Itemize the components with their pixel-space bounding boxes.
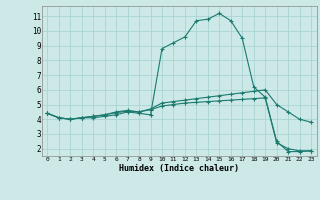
X-axis label: Humidex (Indice chaleur): Humidex (Indice chaleur) <box>119 164 239 173</box>
